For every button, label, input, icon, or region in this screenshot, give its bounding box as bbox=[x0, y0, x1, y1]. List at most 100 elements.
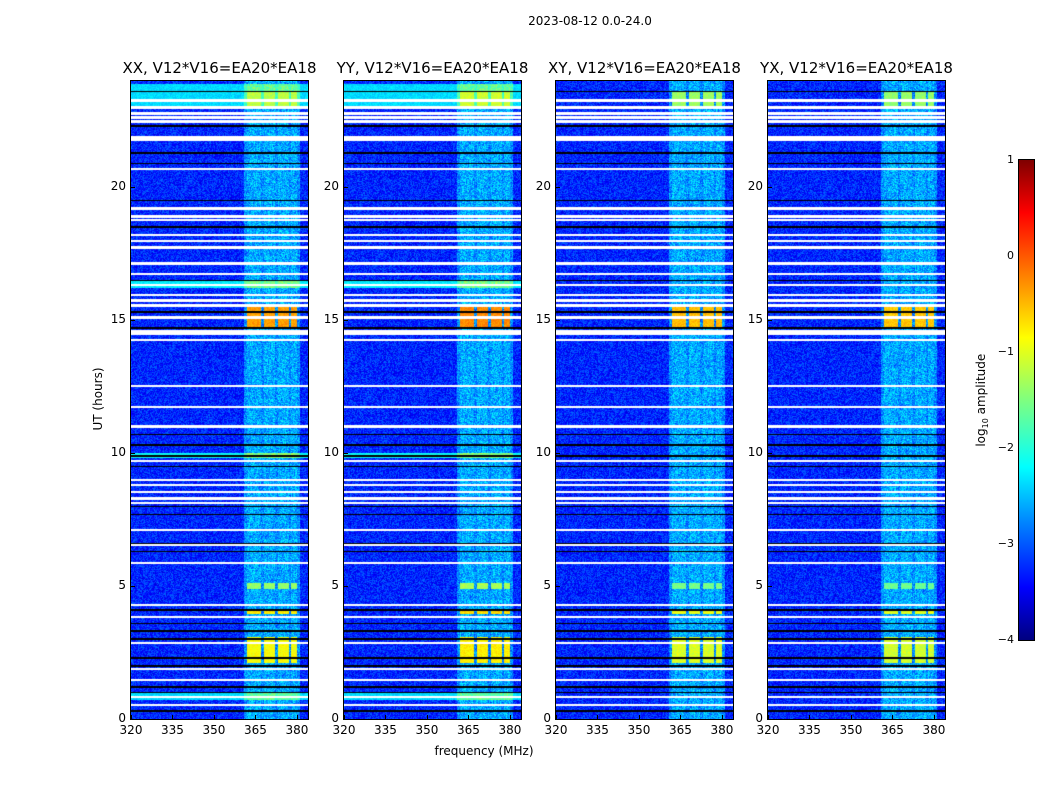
y-tick-label: 10 bbox=[747, 445, 763, 460]
heatmap-3 bbox=[768, 81, 945, 719]
x-tick-mark bbox=[296, 715, 298, 719]
y-tick-label: 10 bbox=[535, 445, 551, 460]
x-tick-label: 320 bbox=[119, 723, 143, 737]
y-tick-mark bbox=[344, 586, 348, 588]
y-tick-label: 10 bbox=[110, 445, 126, 460]
x-tick-mark bbox=[680, 715, 682, 719]
y-tick-label: 20 bbox=[747, 179, 763, 194]
y-tick-label: 20 bbox=[535, 179, 551, 194]
x-tick-label: 320 bbox=[756, 723, 780, 737]
x-tick-mark bbox=[509, 715, 511, 719]
waterfall-panel-2 bbox=[555, 80, 734, 720]
x-tick-label: 380 bbox=[922, 723, 946, 737]
colorbar bbox=[1018, 159, 1035, 641]
x-tick-mark bbox=[344, 715, 345, 719]
x-axis-label: frequency (MHz) bbox=[434, 744, 534, 758]
y-tick-label: 15 bbox=[110, 312, 126, 327]
colorbar-tick-label: −1 bbox=[997, 345, 1014, 358]
x-tick-label: 350 bbox=[839, 723, 863, 737]
y-tick-mark bbox=[344, 320, 348, 322]
panel-title: XY, V12*V16=EA20*EA18 bbox=[548, 59, 741, 77]
y-tick-label: 0 bbox=[118, 711, 126, 725]
y-tick-label: 5 bbox=[755, 578, 763, 593]
x-tick-mark bbox=[638, 715, 640, 719]
x-tick-label: 320 bbox=[544, 723, 568, 737]
x-tick-label: 335 bbox=[374, 723, 397, 737]
x-tick-label: 320 bbox=[332, 723, 356, 737]
y-tick-label: 15 bbox=[323, 312, 339, 327]
y-tick-label: 0 bbox=[543, 711, 551, 725]
colorbar-tick-label: −4 bbox=[997, 633, 1014, 646]
colorbar-tick-label: 0 bbox=[1007, 249, 1014, 262]
x-tick-label: 365 bbox=[244, 723, 267, 737]
panel-title: YX, V12*V16=EA20*EA18 bbox=[760, 59, 953, 77]
y-tick-mark bbox=[768, 187, 772, 189]
y-tick-label: 20 bbox=[323, 179, 339, 194]
x-tick-mark bbox=[721, 715, 723, 719]
x-tick-mark bbox=[768, 715, 769, 719]
x-tick-label: 350 bbox=[202, 723, 226, 737]
x-tick-mark bbox=[933, 715, 935, 719]
y-tick-label: 15 bbox=[535, 312, 551, 327]
y-tick-mark bbox=[131, 719, 135, 720]
heatmap-2 bbox=[556, 81, 733, 719]
y-tick-label: 5 bbox=[118, 578, 126, 593]
x-tick-label: 350 bbox=[415, 723, 439, 737]
colorbar-tick-label: −3 bbox=[997, 537, 1014, 550]
y-tick-mark bbox=[768, 453, 772, 455]
colorbar-tick-label: −2 bbox=[997, 441, 1014, 454]
waterfall-panel-1 bbox=[343, 80, 522, 720]
y-tick-label: 5 bbox=[331, 578, 339, 593]
panel-title: XX, V12*V16=EA20*EA18 bbox=[122, 59, 317, 77]
x-tick-mark bbox=[213, 715, 215, 719]
figure-title: 2023-08-12 0.0-24.0 bbox=[528, 14, 652, 28]
y-tick-mark bbox=[556, 719, 560, 720]
panel-title: YY, V12*V16=EA20*EA18 bbox=[336, 59, 529, 77]
x-tick-label: 365 bbox=[457, 723, 480, 737]
x-tick-mark bbox=[131, 715, 132, 719]
x-tick-mark bbox=[850, 715, 852, 719]
waterfall-panel-0 bbox=[130, 80, 309, 720]
y-tick-mark bbox=[768, 586, 772, 588]
x-tick-mark bbox=[892, 715, 894, 719]
heatmap-0 bbox=[131, 81, 308, 719]
y-tick-mark bbox=[556, 187, 560, 189]
y-tick-label: 0 bbox=[331, 711, 339, 725]
y-tick-mark bbox=[344, 187, 348, 189]
y-axis-label: UT (hours) bbox=[91, 367, 105, 431]
x-tick-label: 365 bbox=[669, 723, 692, 737]
y-tick-mark bbox=[131, 187, 135, 189]
x-tick-mark bbox=[385, 715, 387, 719]
x-tick-mark bbox=[597, 715, 599, 719]
x-tick-label: 335 bbox=[586, 723, 609, 737]
y-tick-mark bbox=[344, 453, 348, 455]
x-tick-label: 380 bbox=[285, 723, 309, 737]
y-tick-label: 0 bbox=[755, 711, 763, 725]
y-tick-mark bbox=[344, 719, 348, 720]
y-tick-label: 10 bbox=[323, 445, 339, 460]
x-tick-label: 365 bbox=[881, 723, 904, 737]
y-tick-label: 5 bbox=[543, 578, 551, 593]
x-tick-mark bbox=[172, 715, 174, 719]
y-tick-mark bbox=[556, 453, 560, 455]
x-tick-mark bbox=[556, 715, 557, 719]
x-tick-label: 335 bbox=[798, 723, 821, 737]
y-tick-label: 20 bbox=[110, 179, 126, 194]
y-tick-mark bbox=[131, 453, 135, 455]
y-tick-mark bbox=[556, 320, 560, 322]
x-tick-label: 380 bbox=[498, 723, 522, 737]
x-tick-label: 335 bbox=[161, 723, 184, 737]
colorbar-tick-label: 1 bbox=[1007, 153, 1014, 166]
x-tick-mark bbox=[809, 715, 811, 719]
y-tick-mark bbox=[131, 586, 135, 588]
y-tick-mark bbox=[131, 320, 135, 322]
heatmap-1 bbox=[344, 81, 521, 719]
y-tick-mark bbox=[768, 719, 772, 720]
y-tick-label: 15 bbox=[747, 312, 763, 327]
y-tick-mark bbox=[556, 586, 560, 588]
x-tick-label: 380 bbox=[710, 723, 734, 737]
colorbar-label: log10 amplitude bbox=[973, 353, 991, 447]
waterfall-panel-3 bbox=[767, 80, 946, 720]
y-tick-mark bbox=[768, 320, 772, 322]
